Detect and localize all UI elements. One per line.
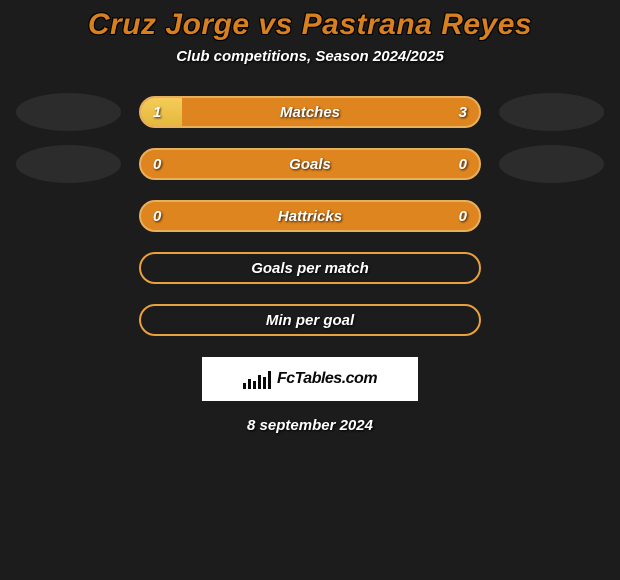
subtitle: Club competitions, Season 2024/2025 [0,48,620,65]
stat-label: Goals [289,156,331,173]
stat-left-value: 0 [153,156,161,173]
stat-right-value: 0 [459,208,467,225]
stat-left-value: 1 [153,104,161,121]
date-text: 8 september 2024 [0,417,620,434]
stat-bar: 0 Hattricks 0 [139,200,481,232]
player-right-avatar [499,93,604,131]
player-left-avatar [16,93,121,131]
stat-label: Min per goal [266,312,354,329]
stat-bar: Goals per match [139,252,481,284]
brand-text: FcTables.com [277,370,377,388]
stat-bar: 1 Matches 3 [139,96,481,128]
stats-container: 1 Matches 3 0 Goals 0 0 Hattricks 0 Goals per mat… [0,93,620,339]
stat-row: Goals per match [0,249,620,287]
stat-bar: Min per goal [139,304,481,336]
stat-row: 0 Hattricks 0 [0,197,620,235]
stat-label: Hattricks [278,208,342,225]
brand-badge: FcTables.com [202,357,418,401]
stat-right-value: 3 [459,104,467,121]
stat-bar: 0 Goals 0 [139,148,481,180]
stat-row: Min per goal [0,301,620,339]
stat-row: 1 Matches 3 [0,93,620,131]
stat-left-value: 0 [153,208,161,225]
page-title: Cruz Jorge vs Pastrana Reyes [0,8,620,42]
stat-label: Matches [280,104,340,121]
stat-label: Goals per match [251,260,369,277]
stat-row: 0 Goals 0 [0,145,620,183]
brand-chart-icon [243,369,271,389]
player-right-avatar [499,145,604,183]
player-left-avatar [16,145,121,183]
stat-right-value: 0 [459,156,467,173]
